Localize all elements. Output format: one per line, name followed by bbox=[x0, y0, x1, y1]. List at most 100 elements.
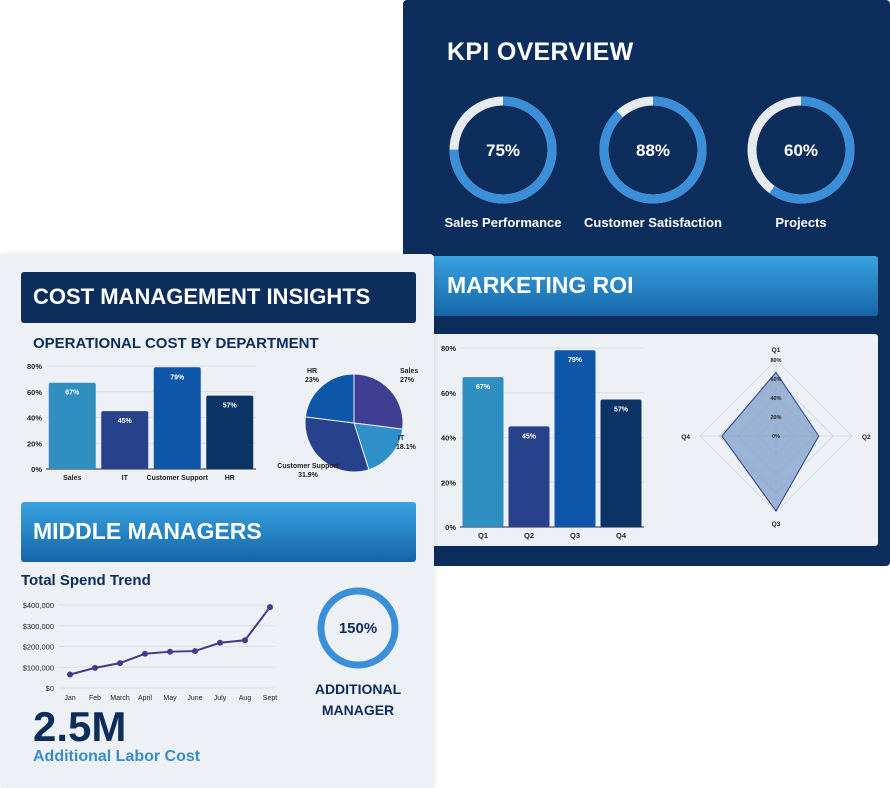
bar-value-label: 67% bbox=[476, 384, 491, 391]
radar-tick-label: 20% bbox=[770, 415, 781, 421]
additional-manager-label-line1: ADDITIONAL bbox=[314, 681, 402, 697]
x-tick-label: Q1 bbox=[478, 531, 488, 540]
x-tick-label: Q2 bbox=[524, 531, 534, 540]
pie-value-label: 18.1% bbox=[396, 444, 417, 451]
y-tick-label: 0% bbox=[31, 465, 42, 474]
y-tick-label: $200,000 bbox=[23, 643, 54, 652]
additional-manager-label-line2: MANAGER bbox=[321, 702, 395, 718]
kpi-label: Customer Satisfaction bbox=[584, 215, 722, 230]
total-spend-title: Total Spend Trend bbox=[21, 572, 151, 589]
bar-value-label: 45% bbox=[118, 418, 133, 425]
bar-value-label: 67% bbox=[65, 390, 80, 397]
x-tick-label: April bbox=[138, 695, 152, 702]
x-tick-label: Sales bbox=[63, 475, 81, 482]
pie-value-label: 23% bbox=[305, 377, 320, 384]
spend-trend-line-chart: $0 $100,000 $200,000 $300,000 $400,000 Jan Feb… bbox=[23, 601, 278, 702]
radar-tick-label: 80% bbox=[770, 358, 781, 364]
bar-value-label: 45% bbox=[522, 433, 537, 440]
bar-sales bbox=[48, 382, 96, 469]
bar-customer-support bbox=[153, 367, 201, 469]
pie-label: IT bbox=[398, 435, 405, 442]
manager-ring-fill bbox=[317, 587, 399, 669]
cost-management-banner: COST MANAGEMENT INSIGHTS bbox=[21, 272, 416, 323]
middle-manager-gauge-value: 150% bbox=[338, 620, 378, 637]
spend-point-march bbox=[117, 660, 123, 667]
bar-it bbox=[101, 411, 149, 469]
kpi-gauge-projects: 60% Projects bbox=[716, 94, 886, 234]
radar-axis-label: Q1 bbox=[772, 347, 781, 354]
middle-managers-title: MIDDLE MANAGERS bbox=[33, 518, 262, 544]
kpi-ring-2 bbox=[747, 96, 855, 204]
x-tick-label: May bbox=[163, 695, 177, 702]
kpi-value: 60% bbox=[783, 141, 819, 160]
y-tick-label: 80% bbox=[441, 344, 456, 353]
pie-value-label: 31.9% bbox=[298, 472, 319, 479]
pie-slice-hr bbox=[304, 373, 355, 424]
kpi-overview-title: KPI OVERVIEW bbox=[447, 38, 634, 66]
y-tick-label: 60% bbox=[441, 389, 456, 398]
pie-label: Sales bbox=[400, 368, 418, 375]
bar-value-label: 79% bbox=[170, 374, 185, 381]
radar-axis-label: Q4 bbox=[681, 434, 690, 441]
spend-point-sept bbox=[267, 604, 273, 611]
marketing-roi-title: MARKETING ROI bbox=[447, 272, 634, 298]
pie-slice-sales bbox=[353, 373, 404, 430]
pie-slice-customer-support bbox=[304, 416, 370, 473]
x-tick-label: Q4 bbox=[616, 531, 627, 540]
x-tick-label: July bbox=[214, 695, 227, 702]
y-tick-label: 40% bbox=[441, 434, 456, 443]
y-tick-label: 60% bbox=[27, 388, 42, 397]
x-tick-label: Jan bbox=[64, 695, 75, 702]
x-tick-label: IT bbox=[122, 475, 129, 482]
y-tick-label: $0 bbox=[46, 684, 54, 693]
spend-point-june bbox=[192, 648, 198, 655]
pie-value-label: 27% bbox=[400, 377, 415, 384]
bar-q4 bbox=[600, 399, 642, 527]
labor-cost-caption: Additional Labor Cost bbox=[33, 748, 201, 765]
x-tick-label: Feb bbox=[89, 695, 101, 702]
operational-cost-title: OPERATIONAL COST BY DEPARTMENT bbox=[33, 335, 319, 352]
x-tick-label: March bbox=[110, 695, 130, 702]
cost-management-title: COST MANAGEMENT INSIGHTS bbox=[33, 284, 371, 309]
x-tick-label: Customer Support bbox=[147, 475, 209, 482]
spend-point-feb bbox=[92, 664, 98, 671]
y-tick-label: 20% bbox=[27, 439, 42, 448]
radar-tick-label: 40% bbox=[770, 396, 781, 402]
pie-slice-it bbox=[353, 422, 404, 471]
middle-managers-banner: MIDDLE MANAGERS bbox=[21, 502, 416, 562]
radar-series-area bbox=[721, 371, 820, 512]
y-tick-label: $300,000 bbox=[23, 622, 54, 631]
pie-label: Customer Support bbox=[277, 463, 339, 470]
kpi-value: 88% bbox=[635, 141, 671, 160]
y-tick-label: $400,000 bbox=[23, 601, 54, 610]
spend-line-series bbox=[69, 606, 271, 676]
y-tick-label: 0% bbox=[445, 523, 456, 532]
department-pie-chart: Sales 27% IT 18.1% Customer Support 31.9% HR 23… bbox=[277, 368, 418, 479]
x-tick-label: Q3 bbox=[570, 531, 580, 540]
kpi-ring-0 bbox=[449, 96, 557, 204]
kpi-gauge-sales-performance: 75% Sales Performance bbox=[418, 94, 588, 234]
bar-q2 bbox=[508, 426, 550, 527]
bar-value-label: 57% bbox=[614, 406, 629, 413]
x-tick-label: Aug bbox=[239, 695, 252, 702]
y-tick-label: 40% bbox=[27, 414, 42, 423]
department-bar-chart: 0% 20% 40% 60% 80% 67% Sales 45% IT 79% Customer S… bbox=[27, 362, 256, 482]
x-tick-label: HR bbox=[225, 475, 235, 482]
kpi-ring-fill bbox=[599, 96, 707, 204]
pie-label: HR bbox=[307, 368, 317, 375]
x-tick-label: Sept bbox=[263, 695, 277, 702]
bar-value-label: 57% bbox=[223, 403, 238, 410]
radar-axis-label: Q2 bbox=[862, 434, 871, 441]
spend-point-july bbox=[217, 639, 223, 646]
cost-management-panel: COST MANAGEMENT INSIGHTS OPERATIONAL COS… bbox=[0, 254, 434, 788]
bar-hr bbox=[206, 395, 254, 469]
roi-bar-chart: 0% 20% 40% 60% 80% 67% Q1 45% Q2 79% Q3 57% Q4 bbox=[441, 344, 644, 540]
kpi-label: Sales Performance bbox=[444, 215, 562, 230]
labor-cost-number: 2.5M bbox=[33, 703, 127, 750]
kpi-ring-1 bbox=[599, 96, 707, 204]
marketing-roi-banner: MARKETING ROI bbox=[430, 256, 878, 316]
kpi-label: Projects bbox=[775, 215, 827, 230]
x-tick-label: June bbox=[187, 695, 202, 702]
y-tick-label: $100,000 bbox=[23, 663, 54, 672]
spend-point-april bbox=[142, 650, 148, 657]
